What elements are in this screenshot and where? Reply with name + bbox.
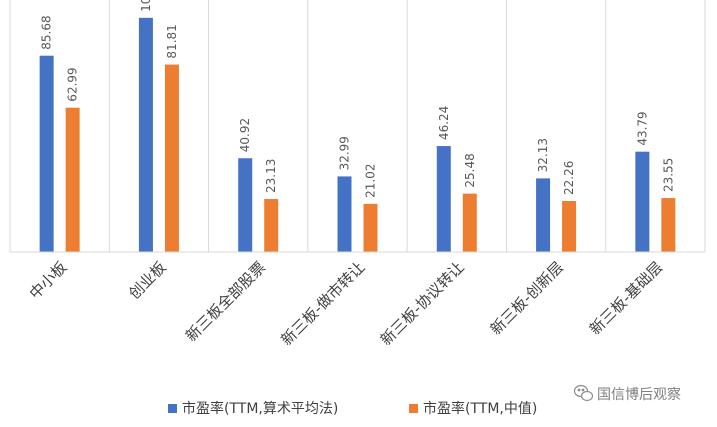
- category-label-7: 新三板-基础层: [586, 258, 666, 338]
- category-label-4: 新三板-做市转让: [278, 258, 369, 349]
- legend-label-series-1: 市盈率(TTM,算术平均法): [182, 400, 338, 417]
- bar-series-2-3: [264, 199, 279, 252]
- data-label-series-1-2: 102.22: [139, 0, 153, 12]
- data-label-series-2-5: 25.48: [463, 153, 477, 187]
- data-label-series-2-4: 21.02: [364, 163, 378, 197]
- bar-series-2-7: [661, 198, 676, 252]
- data-label-series-1-3: 40.92: [238, 118, 252, 152]
- bar-series-1-3: [238, 158, 253, 252]
- bars: [39, 17, 676, 253]
- category-label-3: 新三板全部股票: [182, 258, 269, 345]
- bar-series-2-5: [462, 193, 477, 252]
- category-label-6: 新三板-创新层: [487, 258, 567, 338]
- data-label-series-1-4: 32.99: [338, 136, 352, 170]
- legend-swatch-series-2: [409, 404, 418, 413]
- bar-series-1-6: [536, 178, 551, 252]
- data-label-series-1-6: 32.13: [536, 138, 550, 172]
- bar-series-1-4: [337, 176, 352, 252]
- data-label-series-2-7: 23.55: [661, 158, 675, 192]
- wechat-icon: [573, 384, 594, 402]
- category-label-1: 中小板: [26, 258, 71, 303]
- legend-label-series-2: 市盈率(TTM,中值): [423, 400, 537, 417]
- category-labels: 中小板 创业板 新三板全部股票 新三板-做市转让 新三板-协议转让 新三板-创新层 新三板-…: [26, 258, 666, 349]
- data-label-series-1-5: 46.24: [437, 106, 451, 140]
- data-label-series-2-3: 23.13: [264, 159, 278, 193]
- data-label-series-2-2: 81.81: [165, 24, 179, 58]
- bar-series-2-1: [65, 107, 80, 252]
- bar-series-1-7: [635, 151, 650, 252]
- data-label-series-2-6: 22.26: [562, 161, 576, 195]
- bar-series-2-6: [562, 201, 577, 252]
- watermark: 国信博后观察: [573, 384, 681, 403]
- bar-series-1-2: [138, 17, 153, 252]
- legend: 市盈率(TTM,算术平均法) 市盈率(TTM,中值): [168, 400, 537, 417]
- category-label-2: 创业板: [125, 258, 170, 303]
- data-label-series-2-1: 62.99: [66, 67, 80, 101]
- data-label-series-1-1: 85.68: [40, 15, 54, 49]
- bar-series-2-2: [164, 64, 179, 253]
- legend-swatch-series-1: [168, 404, 177, 413]
- bar-series-1-5: [436, 146, 451, 252]
- bar-series-2-4: [363, 203, 378, 252]
- grid-lines: [9, 0, 706, 252]
- data-labels: 85.68 62.99 102.22 81.81 40.92 23.13 32.99 21.0…: [40, 0, 676, 198]
- category-label-5: 新三板-协议转让: [377, 258, 468, 349]
- data-label-series-1-7: 43.79: [635, 111, 649, 145]
- bar-series-1-1: [39, 55, 54, 253]
- watermark-text: 国信博后观察: [597, 386, 681, 403]
